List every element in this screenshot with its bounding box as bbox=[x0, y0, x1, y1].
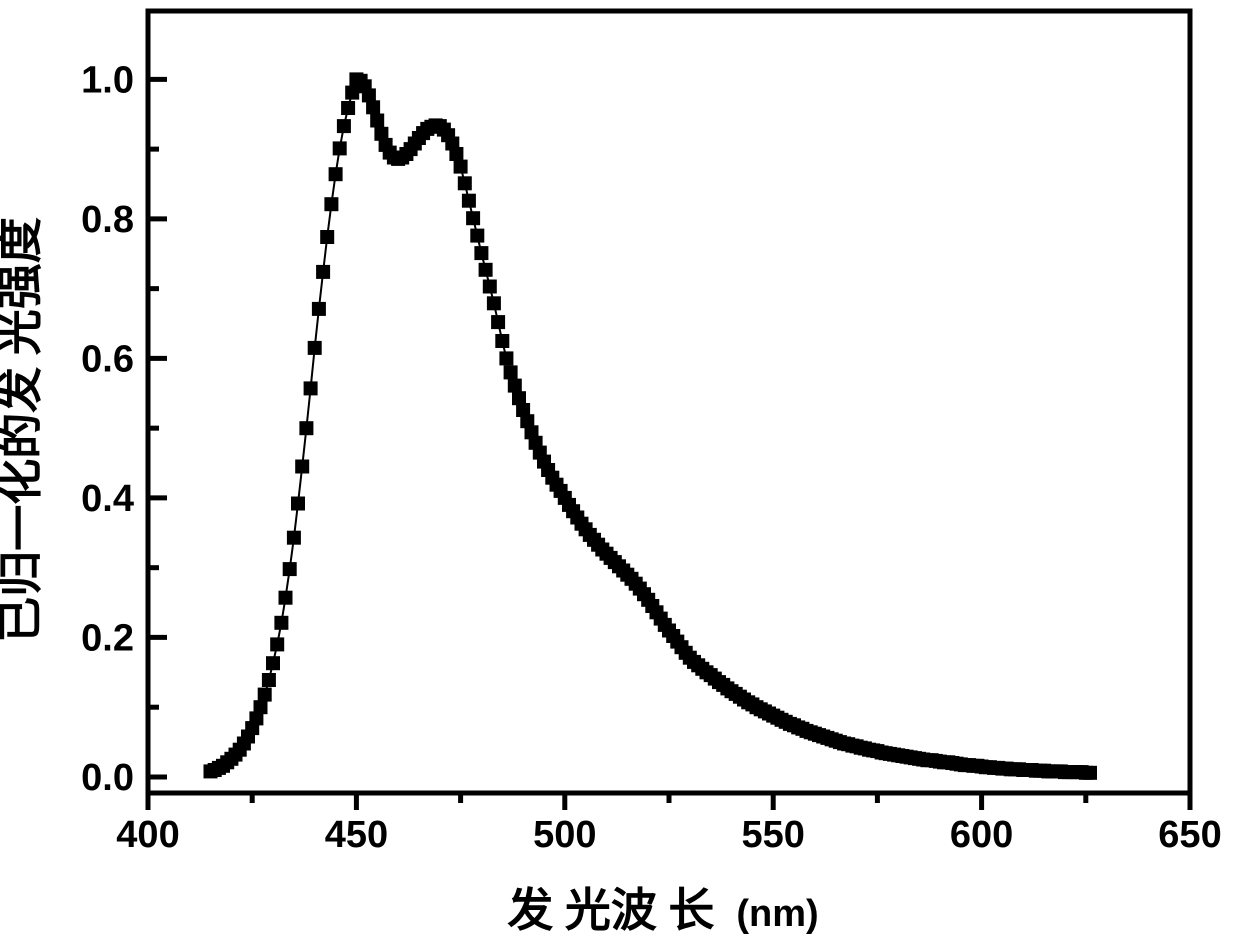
x-axis-title: 发 光波 长 (nm) bbox=[507, 885, 818, 936]
data-point-marker bbox=[482, 279, 497, 294]
data-point-marker bbox=[512, 391, 526, 406]
data-point-marker bbox=[257, 687, 272, 702]
data-point-marker bbox=[507, 378, 522, 393]
data-point-marker bbox=[345, 85, 360, 100]
data-point-marker bbox=[474, 246, 489, 261]
data-point-marker bbox=[286, 530, 301, 545]
y-tick-label: 1.0 bbox=[81, 59, 134, 101]
data-point-marker bbox=[361, 88, 376, 103]
data-point-marker bbox=[270, 637, 285, 652]
data-point-marker bbox=[516, 403, 531, 417]
data-point-marker bbox=[299, 421, 314, 436]
data-point-marker bbox=[503, 365, 518, 380]
y-tick-label: 0.6 bbox=[81, 338, 134, 380]
data-point-marker bbox=[461, 193, 476, 208]
data-point-marker bbox=[478, 262, 493, 277]
data-point-marker bbox=[499, 351, 514, 366]
data-point-marker bbox=[307, 340, 322, 355]
data-point-marker bbox=[336, 119, 351, 134]
x-tick-label: 450 bbox=[325, 814, 388, 856]
data-point-marker bbox=[374, 126, 389, 141]
data-point-marker bbox=[491, 315, 506, 330]
y-tick-label: 0.0 bbox=[81, 757, 134, 799]
data-point-marker bbox=[274, 615, 289, 630]
series-line bbox=[210, 78, 1090, 774]
data-point-marker bbox=[261, 673, 276, 687]
data-point-marker bbox=[486, 296, 501, 311]
y-axis-title: 已归一化的发 光强度 bbox=[0, 217, 46, 643]
data-point-marker bbox=[295, 459, 310, 474]
data-point-marker bbox=[328, 167, 343, 182]
data-point-marker bbox=[341, 101, 356, 115]
data-point-marker bbox=[291, 496, 305, 511]
data-point-marker bbox=[332, 141, 347, 156]
data-point-marker bbox=[282, 562, 297, 577]
data-point-marker bbox=[449, 147, 464, 161]
y-tick-label: 0.8 bbox=[81, 199, 134, 241]
data-point-marker bbox=[316, 264, 331, 279]
data-point-marker bbox=[324, 197, 339, 212]
data-point-marker bbox=[466, 211, 481, 226]
data-point-marker bbox=[320, 230, 335, 244]
data-point-marker bbox=[1083, 765, 1097, 780]
y-tick-label: 0.2 bbox=[81, 617, 134, 659]
data-point-marker bbox=[303, 381, 318, 396]
data-point-marker bbox=[370, 113, 385, 128]
y-tick-label: 0.4 bbox=[81, 478, 134, 520]
plot-frame bbox=[145, 8, 1193, 796]
x-tick-label: 550 bbox=[741, 814, 804, 856]
x-tick-label: 500 bbox=[533, 814, 596, 856]
data-point-marker bbox=[249, 711, 264, 726]
data-point-marker bbox=[366, 100, 381, 115]
data-point-marker bbox=[311, 301, 326, 316]
data-point-marker bbox=[278, 590, 293, 605]
data-point-marker bbox=[253, 700, 268, 715]
data-point-marker bbox=[520, 414, 535, 429]
x-tick-label: 400 bbox=[116, 814, 179, 856]
data-point-marker bbox=[453, 159, 468, 174]
data-point-marker bbox=[457, 176, 472, 191]
data-series-markers bbox=[203, 72, 1097, 780]
data-point-marker bbox=[470, 228, 485, 243]
data-point-marker bbox=[266, 656, 280, 671]
x-tick-label: 650 bbox=[1158, 814, 1221, 856]
x-tick-label: 600 bbox=[950, 814, 1013, 856]
data-point-marker bbox=[495, 334, 510, 348]
